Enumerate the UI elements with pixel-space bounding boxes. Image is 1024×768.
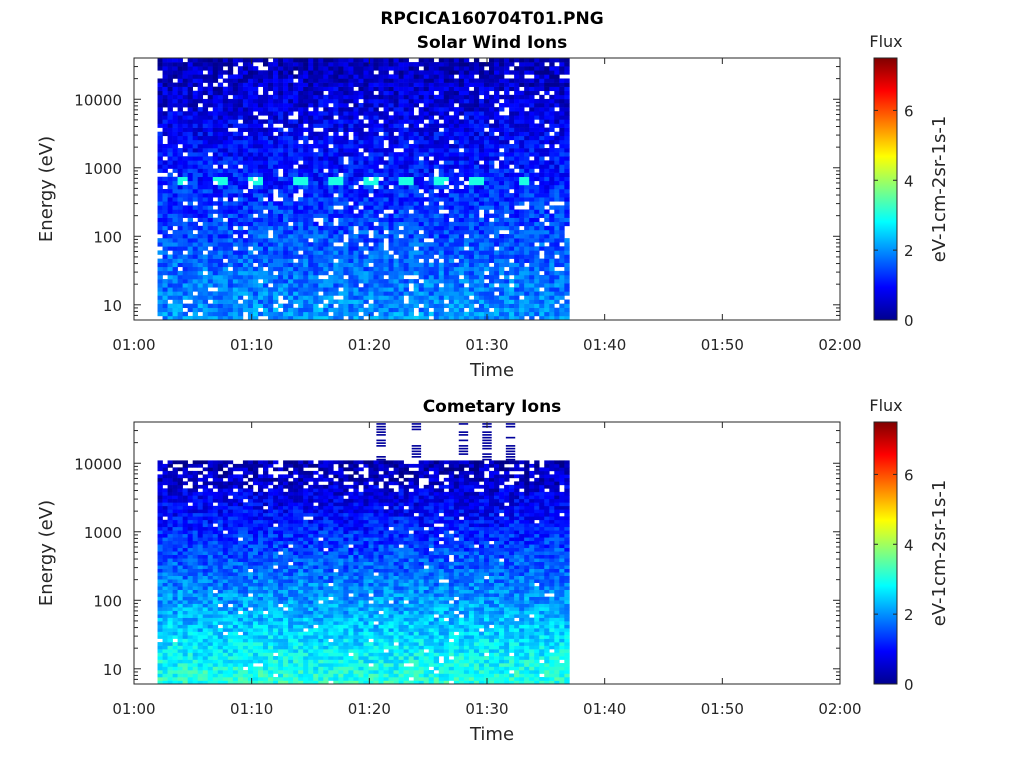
y-tick-label: 10 (103, 297, 122, 315)
y-tick-label: 100 (93, 592, 122, 610)
colorbar-tick-label: 0 (904, 312, 914, 330)
y-tick-label: 100 (93, 228, 122, 246)
y-axis-label: Energy (eV) (36, 500, 57, 606)
colorbar-tick-label: 2 (904, 242, 914, 260)
colorbar-tick-label: 0 (904, 676, 914, 694)
colorbar-tick-label: 6 (904, 466, 914, 484)
x-axis-label: Time (469, 360, 514, 381)
y-axis: 10 100 1000 10000 (74, 57, 840, 321)
y-tick-label: 10000 (74, 455, 122, 473)
y-tick-label: 10000 (74, 91, 122, 109)
x-axis-label: Time (469, 724, 514, 745)
colorbar-tick-label: 4 (904, 172, 914, 190)
cometary-panel: Cometary Ions 01:00 01:10 01:20 01:30 01:40 0… (36, 396, 950, 745)
colorbar-gradient (873, 57, 898, 321)
x-tick-label: 01:40 (583, 700, 626, 718)
y-tick-label: 1000 (84, 160, 122, 178)
colorbar-label: eV-1cm-2sr-1s-1 (929, 480, 950, 627)
x-tick-label: 01:30 (465, 700, 508, 718)
x-tick-label: 01:50 (701, 336, 744, 354)
x-tick-label: 01:00 (112, 336, 155, 354)
x-tick-label: 01:10 (230, 336, 273, 354)
y-tick-label: 1000 (84, 524, 122, 542)
x-tick-label: 01:40 (583, 336, 626, 354)
panel-title: Solar Wind Ions (417, 33, 568, 53)
figure-title: RPCICA160704T01.PNG (380, 9, 603, 29)
x-tick-label: 02:00 (818, 700, 861, 718)
x-tick-label: 01:20 (348, 700, 391, 718)
cometary-spectrogram (157, 423, 570, 685)
colorbar-title: Flux (869, 396, 902, 415)
solar-wind-spectrogram (157, 58, 570, 321)
x-tick-label: 01:50 (701, 700, 744, 718)
y-axis-label: Energy (eV) (36, 136, 57, 242)
solar-wind-panel: Solar Wind Ions 01:00 01:10 01:20 01:30 01:4… (36, 32, 950, 381)
y-tick-label: 10 (103, 661, 122, 679)
x-axis: 01:00 01:10 01:20 01:30 01:40 01:50 02:00 (112, 422, 862, 718)
x-tick-label: 01:10 (230, 700, 273, 718)
x-tick-label: 02:00 (818, 336, 861, 354)
colorbar-gradient (873, 421, 898, 685)
colorbar: 0 2 4 6 Flux eV-1cm-2sr-1s-1 (869, 32, 950, 330)
colorbar-tick-label: 2 (904, 606, 914, 624)
colorbar-title: Flux (869, 32, 902, 51)
colorbar-tick-label: 4 (904, 536, 914, 554)
x-tick-label: 01:20 (348, 336, 391, 354)
x-tick-label: 01:00 (112, 700, 155, 718)
colorbar-tick-label: 6 (904, 102, 914, 120)
panel-title: Cometary Ions (423, 397, 562, 417)
y-axis: 10 100 1000 10000 (74, 421, 840, 685)
x-tick-label: 01:30 (465, 336, 508, 354)
x-axis: 01:00 01:10 01:20 01:30 01:40 01:50 02:00 (112, 58, 862, 354)
colorbar-label: eV-1cm-2sr-1s-1 (929, 116, 950, 263)
colorbar: 0 2 4 6 Flux eV-1cm-2sr-1s-1 (869, 396, 950, 694)
